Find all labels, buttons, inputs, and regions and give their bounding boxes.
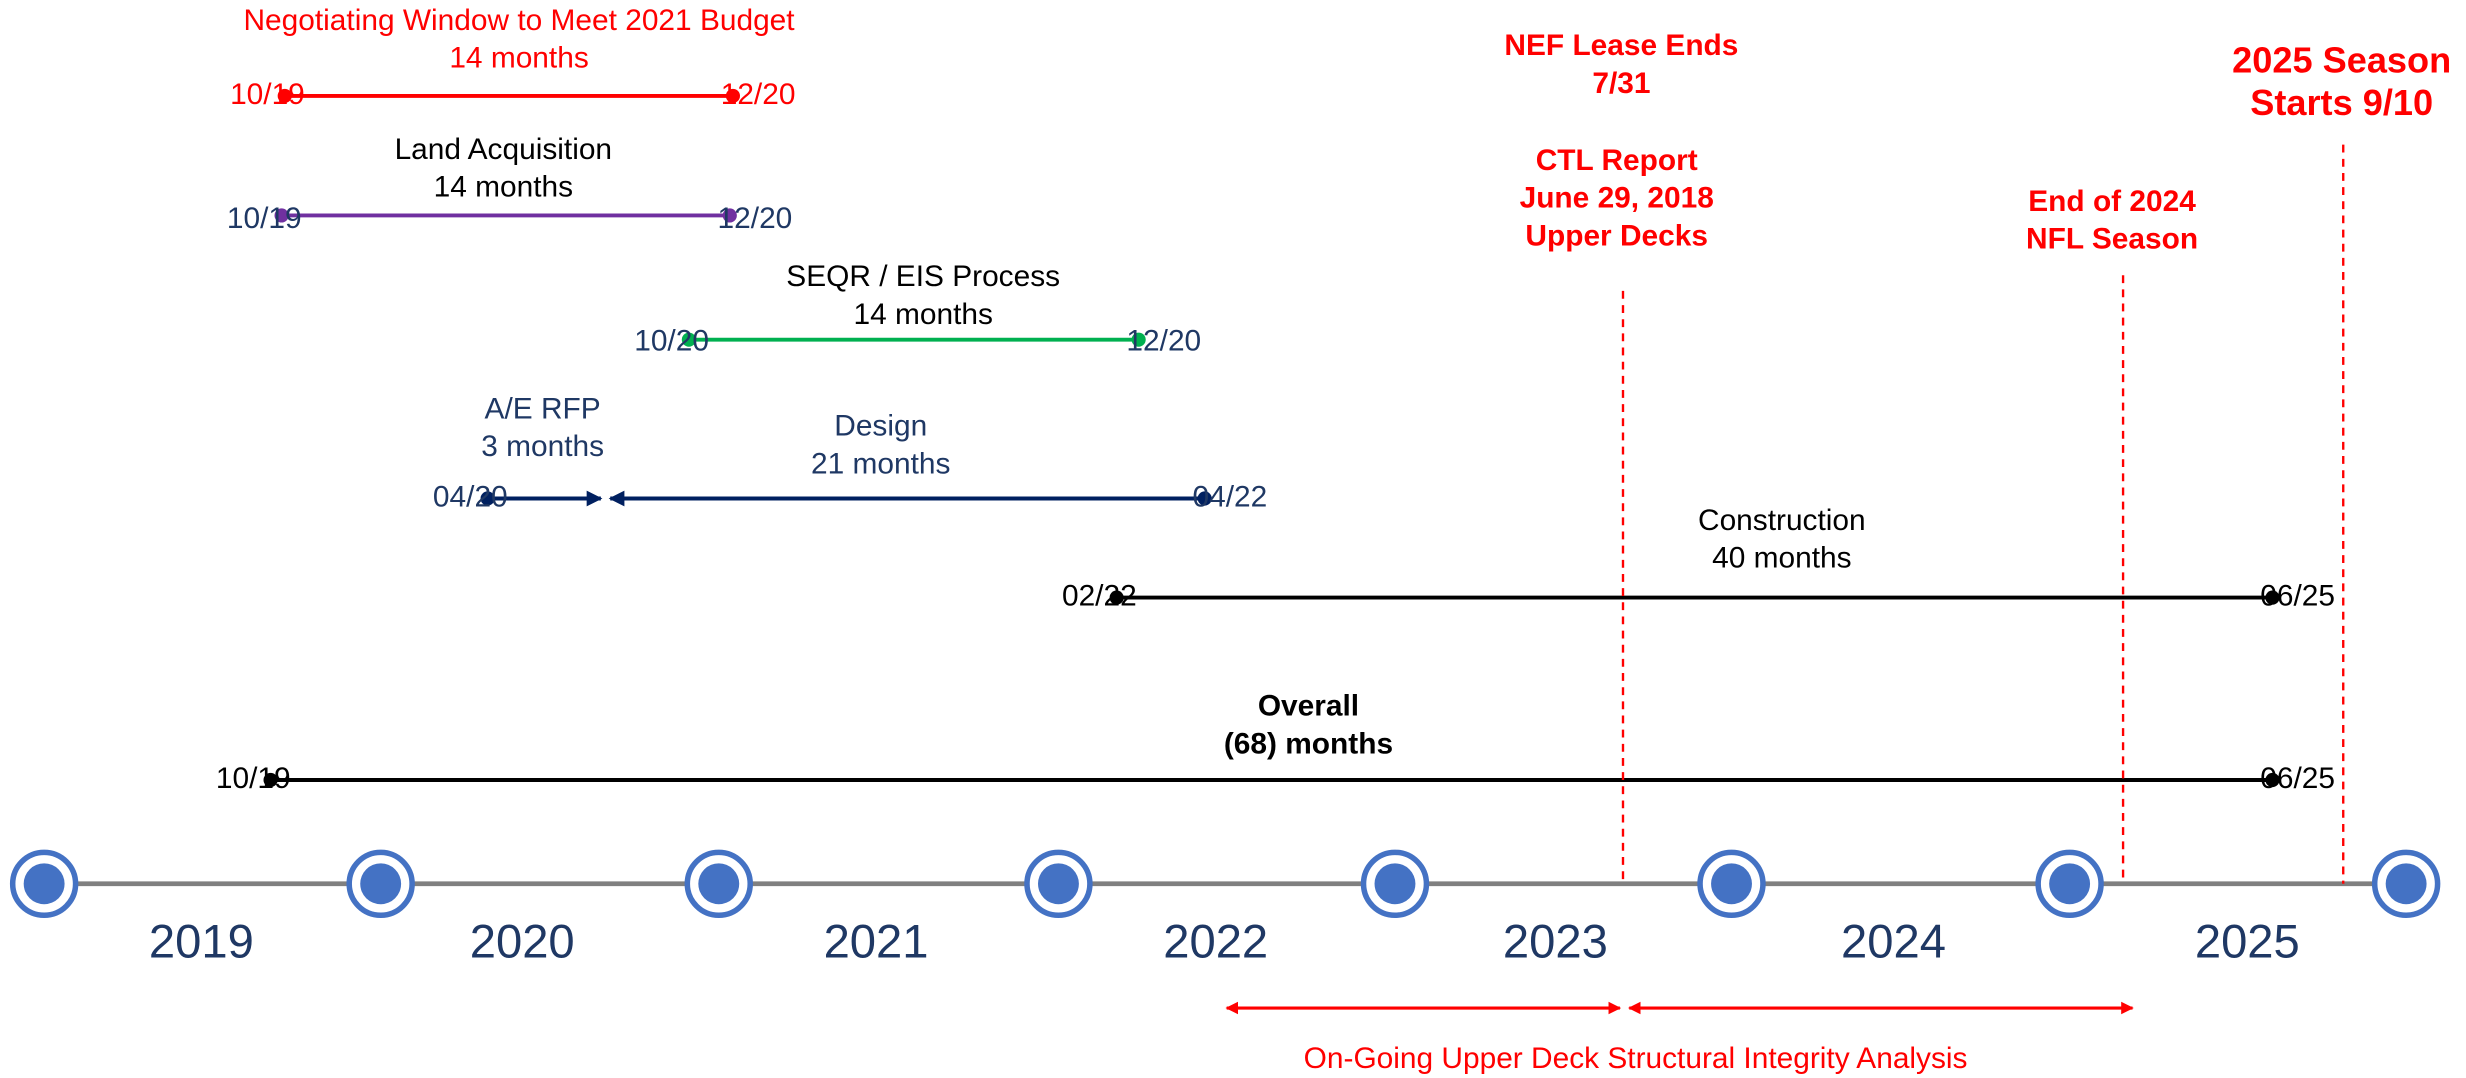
timeline-node-core	[1374, 863, 1416, 905]
bar-label: 14 months	[434, 171, 573, 204]
timeline-node-core	[698, 863, 740, 905]
bar-endpoint	[681, 332, 696, 347]
start-date: 10/19	[216, 762, 291, 795]
milestone-label: NFL Season	[2026, 222, 2198, 255]
milestone-label: June 29, 2018	[1520, 182, 1714, 215]
bar-label: (68) months	[1224, 727, 1393, 760]
year-label: 2022	[1163, 915, 1268, 968]
end-date: 04/22	[1192, 480, 1267, 513]
footer-label: On-Going Upper Deck Structural Integrity…	[1304, 1042, 1968, 1075]
start-date: 04/20	[433, 480, 508, 513]
timeline-node-core	[2385, 863, 2427, 905]
bar-endpoint	[725, 88, 740, 104]
bar-label: Design	[834, 410, 927, 443]
bar-endpoint	[277, 88, 292, 104]
bar-endpoint	[2265, 772, 2280, 788]
bar-label: Land Acquisition	[395, 133, 612, 166]
bar-label: 40 months	[1712, 542, 1851, 575]
bar-endpoint	[1109, 590, 1124, 605]
year-label: 2023	[1503, 915, 1608, 968]
year-label: 2025	[2195, 915, 2300, 968]
bar-endpoint	[1197, 491, 1212, 506]
bar-endpoint	[263, 772, 278, 788]
year-label: 2024	[1841, 915, 1946, 968]
bar-label: 21 months	[811, 447, 950, 480]
timeline-node-core	[360, 863, 402, 905]
milestone-label: 7/31	[1592, 67, 1650, 100]
start-date: 02/22	[1062, 579, 1137, 612]
milestone-label: NEF Lease Ends	[1504, 29, 1738, 62]
bar-label: 14 months	[449, 42, 588, 75]
year-label: 2019	[149, 915, 254, 968]
bar-endpoint	[480, 491, 495, 506]
year-label: 2021	[824, 915, 929, 968]
end-date: 12/20	[1126, 325, 1201, 358]
timeline-node-core	[23, 863, 65, 905]
start-date: 10/20	[634, 325, 709, 358]
timeline-node-core	[1038, 863, 1079, 905]
end-date: 06/25	[2260, 579, 2335, 612]
milestone-label: End of 2024	[2028, 185, 2196, 218]
year-label: 2020	[470, 915, 575, 968]
bar-label: Negotiating Window to Meet 2021 Budget	[244, 4, 796, 37]
milestone-label: Starts 9/10	[2250, 82, 2433, 123]
milestone-label: CTL Report	[1536, 144, 1698, 177]
bar-label: Overall	[1258, 690, 1359, 723]
timeline-node-core	[1711, 863, 1752, 905]
bar-label: 3 months	[481, 430, 604, 463]
start-date: 10/19	[230, 78, 305, 111]
milestone-label: 2025 Season	[2232, 39, 2451, 80]
bar-label: SEQR / EIS Process	[786, 260, 1060, 293]
timeline-node-core	[2049, 863, 2091, 905]
start-date: 10/19	[227, 202, 302, 235]
bar-endpoint	[2265, 590, 2280, 605]
bar-endpoint	[1131, 332, 1146, 347]
bar-label: Construction	[1698, 504, 1866, 537]
bar-label: A/E RFP	[485, 392, 601, 425]
end-date: 12/20	[718, 202, 793, 235]
milestone-label: Upper Decks	[1525, 219, 1708, 252]
bar-endpoint	[274, 208, 289, 223]
end-date: 06/25	[2260, 762, 2335, 795]
bar-label: 14 months	[853, 298, 992, 331]
end-date: 12/20	[721, 78, 796, 111]
bar-endpoint	[722, 208, 737, 223]
